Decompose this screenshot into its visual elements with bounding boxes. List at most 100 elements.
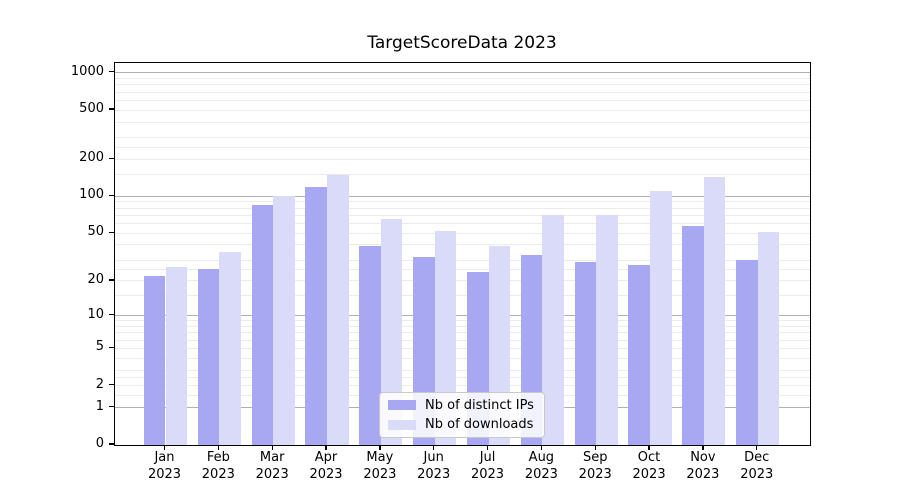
x-tick-year: 2023 — [578, 466, 612, 482]
x-tick-month: Aug — [528, 450, 555, 465]
gridline-minor — [115, 84, 810, 86]
bar-sep-s1 — [596, 215, 618, 445]
x-tick-year: 2023 — [417, 466, 451, 482]
x-tick-label: Apr 2023 — [298, 450, 354, 483]
x-tick-year: 2023 — [309, 466, 343, 482]
y-tick-label: 10 — [87, 306, 104, 322]
y-tick-label: 200 — [79, 150, 104, 166]
x-tick-label: Jul 2023 — [460, 450, 516, 483]
x-tick-mark — [379, 445, 381, 450]
gridline-minor — [115, 174, 810, 176]
gridline-minor — [115, 207, 810, 209]
y-tick-label: 100 — [79, 187, 104, 203]
x-tick-year: 2023 — [363, 466, 397, 482]
gridline-major — [115, 72, 810, 74]
x-tick-year: 2023 — [686, 466, 720, 482]
y-tick-mark — [108, 157, 114, 159]
legend-label-distinct-ips: Nb of distinct IPs — [425, 397, 534, 413]
gridline-minor — [115, 91, 810, 93]
x-tick-year: 2023 — [470, 466, 505, 482]
y-tick-mark — [108, 443, 114, 445]
gridline-minor — [115, 357, 810, 359]
x-tick-label: Aug 2023 — [513, 450, 569, 483]
x-tick-mark — [433, 445, 435, 450]
gridline-minor — [115, 158, 810, 160]
legend-label-downloads: Nb of downloads — [425, 417, 534, 433]
y-tick-label: 1 — [95, 398, 104, 414]
y-tick-label: 50 — [87, 224, 104, 240]
x-tick-month: Dec — [744, 450, 770, 465]
x-tick-month: Oct — [637, 450, 661, 465]
x-tick-month: Jan — [154, 450, 175, 465]
gridline-minor — [115, 214, 810, 216]
x-tick-year: 2023 — [524, 466, 558, 482]
x-tick-mark — [163, 445, 166, 450]
x-tick-label: Sep 2023 — [567, 450, 623, 483]
gridline-major — [115, 315, 810, 317]
legend: Nb of distinct IPs Nb of downloads — [379, 392, 545, 438]
x-tick-label: Nov 2023 — [675, 450, 731, 483]
legend-item-downloads: Nb of downloads — [388, 417, 536, 434]
x-tick-label: May 2023 — [352, 450, 408, 483]
y-tick-label: 0 — [95, 436, 104, 451]
x-tick-mark — [540, 445, 543, 450]
x-tick-year: 2023 — [201, 466, 235, 482]
y-tick-mark — [108, 108, 114, 110]
y-tick-mark — [108, 384, 114, 386]
bar-apr-s1 — [327, 175, 349, 445]
bar-feb-s1 — [219, 251, 241, 445]
x-tick-year: 2023 — [632, 466, 666, 482]
x-tick-mark — [486, 445, 489, 450]
gridline-minor — [115, 320, 810, 322]
y-tick-mark — [108, 231, 114, 233]
bar-jan-s1 — [165, 267, 188, 445]
x-tick-month: Feb — [206, 450, 230, 465]
y-tick-mark — [108, 314, 114, 316]
gridline-minor — [115, 369, 810, 371]
gridline-minor — [115, 295, 810, 297]
chart-title: TargetScoreData 2023 — [367, 33, 557, 53]
x-tick-label: Dec 2023 — [729, 450, 785, 483]
x-tick-label: Mar 2023 — [244, 450, 300, 483]
gridline-minor — [115, 121, 810, 123]
bar-dec-s1 — [757, 232, 780, 445]
legend-swatch-downloads — [388, 419, 416, 430]
x-tick-label: Feb 2023 — [190, 450, 246, 483]
x-tick-mark — [594, 445, 596, 450]
gridline-minor — [115, 347, 810, 349]
y-tick-mark — [108, 279, 114, 281]
x-tick-label: Jun 2023 — [406, 450, 462, 483]
bar-nov-s0 — [682, 226, 704, 445]
x-tick-mark — [756, 445, 758, 450]
bar-mar-s1 — [273, 196, 295, 445]
gridline-minor — [115, 326, 810, 328]
y-tick-label: 20 — [87, 271, 104, 287]
bar-oct-s0 — [628, 265, 651, 445]
y-tick-mark — [108, 406, 114, 408]
x-tick-year: 2023 — [255, 466, 289, 482]
legend-swatch-distinct-ips — [388, 400, 416, 411]
x-tick-mark — [648, 445, 650, 450]
gridline-minor — [115, 332, 810, 334]
x-tick-label: Jan 2023 — [137, 450, 193, 483]
gridline-minor — [115, 109, 810, 111]
bar-aug-s1 — [542, 215, 564, 445]
gridline-minor — [115, 232, 810, 234]
gridline-minor — [115, 280, 810, 282]
x-tick-month: Apr — [314, 450, 338, 465]
gridline-minor — [115, 385, 810, 387]
bar-sep-s0 — [574, 261, 597, 445]
gridline-major — [115, 195, 810, 197]
y-tick-label: 5 — [95, 339, 104, 355]
gridline-minor — [115, 268, 810, 270]
bar-jun-s1 — [434, 231, 457, 445]
gridline-minor — [115, 223, 810, 225]
bar-dec-s0 — [736, 260, 758, 445]
gridline-minor — [115, 137, 810, 139]
gridline-minor — [115, 244, 810, 246]
bar-oct-s1 — [650, 191, 672, 445]
x-tick-mark — [325, 445, 327, 450]
bar-may-s0 — [359, 246, 381, 445]
x-tick-month: Jun — [423, 450, 444, 465]
